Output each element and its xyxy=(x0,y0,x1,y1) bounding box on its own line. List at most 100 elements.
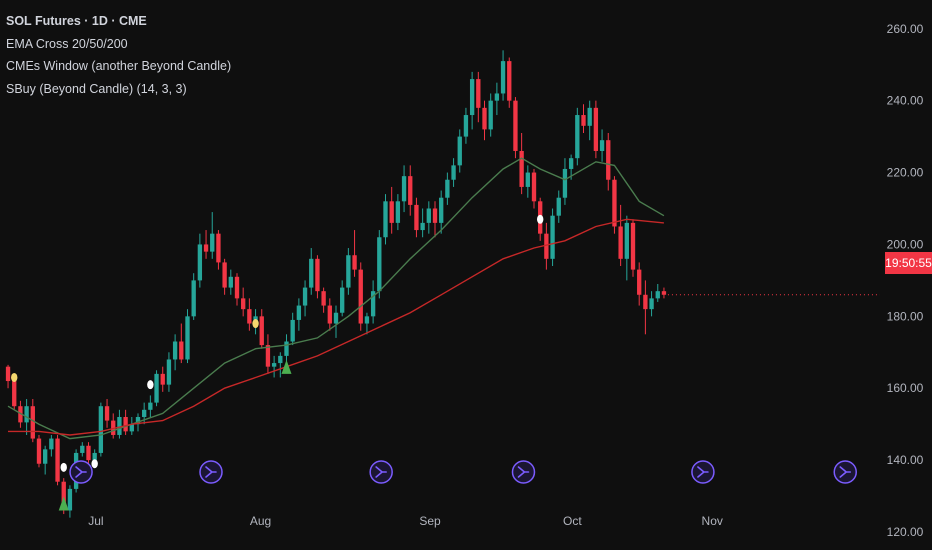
candle-body xyxy=(216,233,221,263)
candle-body xyxy=(358,269,363,324)
candle-body xyxy=(197,244,203,281)
candle-body xyxy=(86,445,91,461)
candle-body xyxy=(327,305,332,324)
cme-icon-glyph xyxy=(205,466,217,478)
signal-dot-white xyxy=(147,380,154,390)
candle-body xyxy=(135,416,141,425)
candle-body xyxy=(36,438,42,464)
candle-body xyxy=(624,222,629,259)
candle-body xyxy=(61,481,66,511)
candle-body xyxy=(507,61,512,101)
current-price-countdown-badge: 19:50:55 xyxy=(885,252,932,274)
candle-body xyxy=(315,258,320,292)
cme-window-icon[interactable] xyxy=(691,460,715,484)
candle-body xyxy=(661,291,667,295)
candle-body xyxy=(550,215,555,259)
candle-body xyxy=(160,373,165,385)
candle-body xyxy=(451,165,456,180)
candle-body xyxy=(49,438,54,450)
candle-body xyxy=(154,373,159,403)
y-tick-label: 200.00 xyxy=(887,237,924,251)
candle-body xyxy=(172,341,178,360)
candle-body xyxy=(364,316,370,324)
candle-body xyxy=(488,100,493,130)
candle-body xyxy=(519,150,524,187)
candle-body xyxy=(241,298,246,310)
candle-body xyxy=(166,359,172,385)
candle-body xyxy=(476,79,481,108)
x-tick-label: Oct xyxy=(563,514,582,528)
candle-body xyxy=(271,363,277,367)
candle-body xyxy=(18,406,23,423)
candle-body xyxy=(210,233,215,252)
candle-body xyxy=(408,176,413,205)
cme-window-icon[interactable] xyxy=(511,460,536,484)
y-tick-label: 220.00 xyxy=(887,166,924,180)
y-tick-label: 180.00 xyxy=(887,309,924,323)
y-tick-label: 120.00 xyxy=(887,525,924,539)
candle-body xyxy=(513,100,518,151)
candle-body xyxy=(457,136,462,166)
candle-body xyxy=(12,381,17,407)
candle-body xyxy=(259,316,264,346)
candle-body xyxy=(24,406,29,423)
candle-body xyxy=(637,269,642,295)
candle-body xyxy=(284,341,289,356)
candle-body xyxy=(222,262,227,288)
candle-body xyxy=(606,140,611,180)
candle-body xyxy=(445,179,450,198)
candle-body xyxy=(544,233,549,259)
y-tick-label: 160.00 xyxy=(887,381,924,395)
x-tick-label: Sep xyxy=(419,514,441,528)
legend-sbuy[interactable]: SBuy (Beyond Candle) (14, 3, 3) xyxy=(6,81,187,96)
y-tick-label: 240.00 xyxy=(887,94,924,108)
candle-body xyxy=(383,201,388,238)
candle-body xyxy=(228,276,233,288)
legend-ema-cross[interactable]: EMA Cross 20/50/200 xyxy=(6,36,128,51)
candle-body xyxy=(612,179,617,227)
candle-body xyxy=(426,208,431,223)
candle-body xyxy=(377,237,382,292)
candle-body xyxy=(599,140,605,151)
candle-body xyxy=(55,438,60,482)
candle-body xyxy=(494,93,500,101)
candle-body xyxy=(482,107,487,130)
candle-body xyxy=(142,409,147,417)
x-tick-label: Aug xyxy=(250,514,271,528)
candle-body xyxy=(630,222,636,270)
cme-window-icon[interactable] xyxy=(199,460,223,484)
candle-body xyxy=(414,204,419,231)
legend-symbol[interactable]: SOL Futures · 1D · CME xyxy=(6,14,147,28)
cme-icon-glyph xyxy=(839,466,852,478)
cme-icon-glyph xyxy=(375,466,387,478)
candle-body xyxy=(593,107,599,151)
x-tick-label: Jul xyxy=(88,514,103,528)
candle-body xyxy=(191,280,196,317)
y-tick-label: 140.00 xyxy=(887,453,924,467)
candle-body xyxy=(395,201,401,223)
candle-body xyxy=(581,115,586,126)
candle-body xyxy=(500,61,506,94)
candle-body xyxy=(296,305,302,320)
candle-body xyxy=(117,416,122,435)
candle-body xyxy=(129,424,134,432)
candle-body xyxy=(234,276,240,299)
cme-window-icon[interactable] xyxy=(69,460,93,484)
candle-body xyxy=(562,168,568,198)
candle-body xyxy=(290,319,295,342)
candle-body xyxy=(265,345,271,367)
x-tick-label: Nov xyxy=(702,514,723,528)
candle-body xyxy=(568,158,574,169)
candle-body xyxy=(346,255,351,288)
legend-cme-window[interactable]: CMEs Window (another Beyond Candle) xyxy=(6,59,232,73)
cme-window-icon[interactable] xyxy=(833,460,857,484)
candle-body xyxy=(420,222,425,231)
y-tick-label: 260.00 xyxy=(887,22,924,36)
cme-window-icon[interactable] xyxy=(369,460,393,484)
candle-body xyxy=(321,291,326,306)
candle-body xyxy=(370,291,376,317)
candle-body xyxy=(556,197,561,216)
candle-body xyxy=(104,406,110,421)
candle-body xyxy=(92,452,97,461)
